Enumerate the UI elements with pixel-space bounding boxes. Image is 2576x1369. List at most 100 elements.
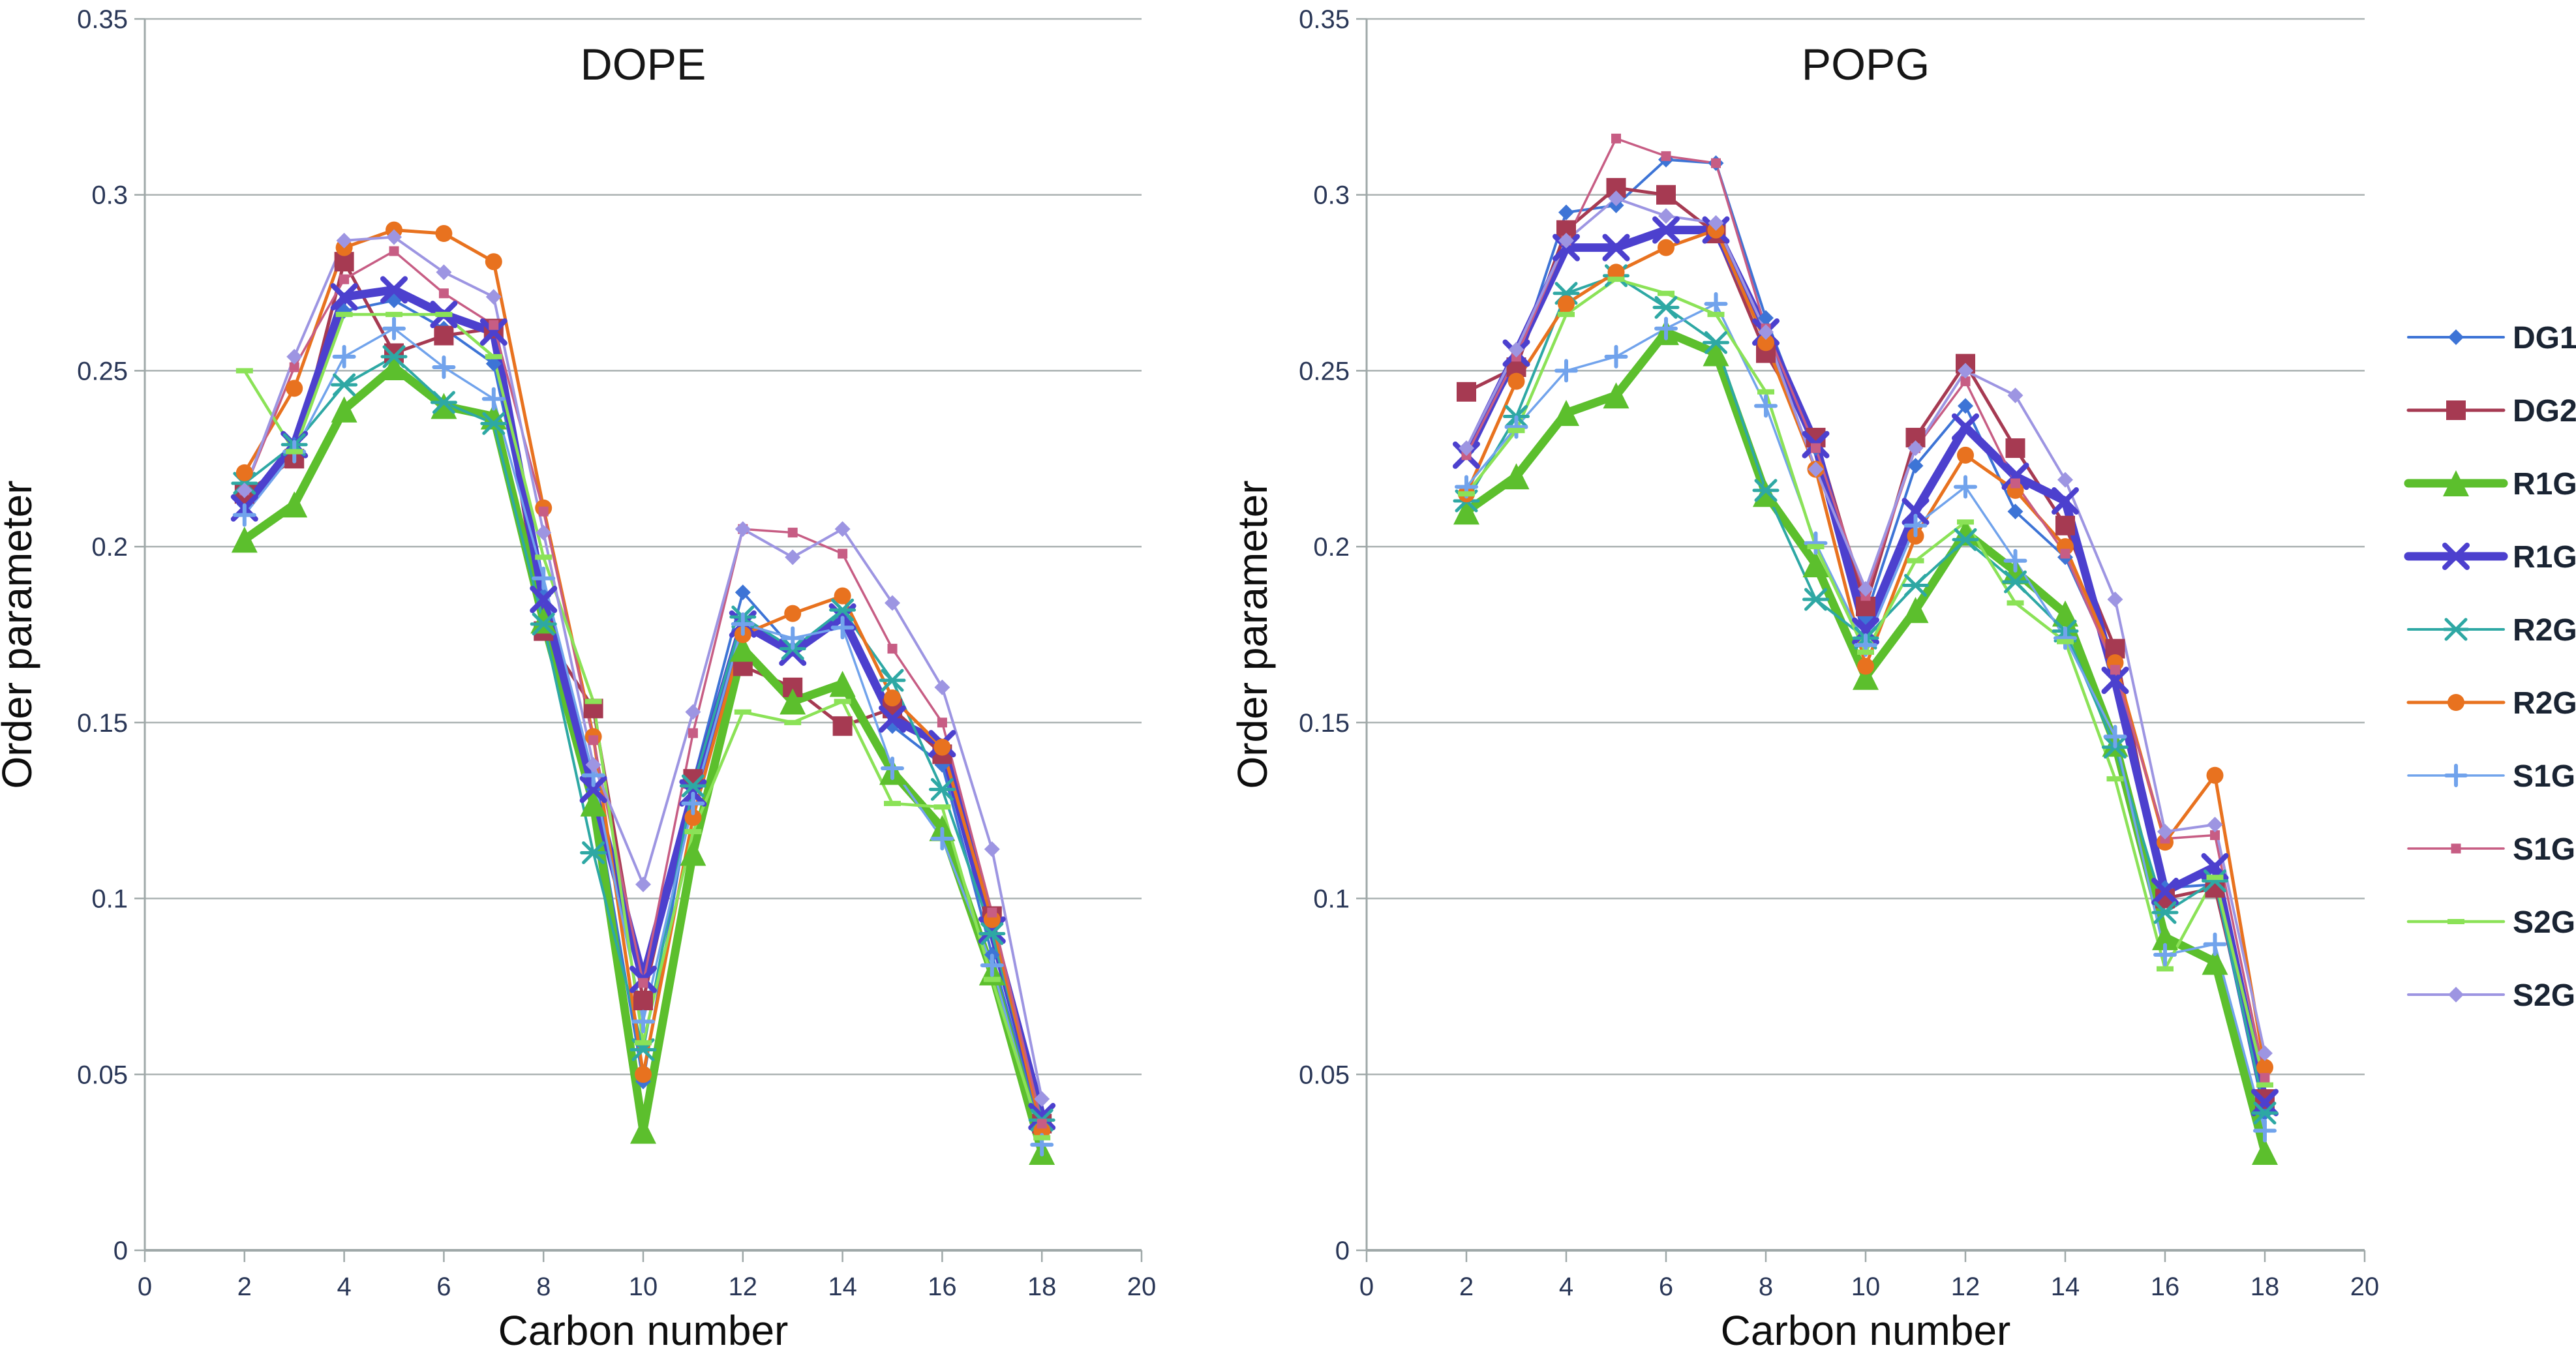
S2G1-marker-dash-icon — [235, 368, 253, 374]
y-tick-label: 0 — [1335, 1237, 1350, 1265]
S1G1-marker-plus-icon — [1654, 316, 1678, 340]
R2G1-marker-star-icon — [1802, 588, 1829, 611]
S1G2-marker-small-square-icon — [438, 288, 449, 299]
y-axis-title: Order parameter — [1229, 480, 1276, 789]
S2G2-marker-diamond-icon — [2207, 817, 2223, 833]
S2G2-marker-diamond-icon — [785, 549, 801, 565]
S2G2-marker-diamond-icon — [934, 679, 950, 695]
S2G2-marker-diamond-icon — [1808, 461, 1824, 477]
R2G2-marker-circle-icon — [684, 809, 702, 826]
y-tick-label: 0.1 — [1313, 885, 1350, 914]
S1G1-marker-plus-icon — [1554, 359, 1578, 383]
R2G1-marker-star-icon — [2151, 901, 2179, 924]
S2G2-marker-diamond-icon — [1034, 1091, 1050, 1107]
S1G2-marker-small-square-icon — [2060, 549, 2070, 559]
DG2-marker-square-icon — [434, 325, 454, 346]
S2G2-marker-diamond-icon — [1608, 190, 1624, 207]
R1G1-marker-triangle-icon — [1703, 340, 1729, 367]
DG2-marker-square-icon — [633, 991, 653, 1011]
S2G1-marker-dash-icon — [1033, 1135, 1051, 1141]
S1G1-marker-plus-icon — [731, 612, 755, 636]
S2G2-marker-diamond-icon — [1958, 363, 1973, 379]
S2G2-marker-diamond-icon — [1858, 580, 1873, 597]
R1G2-marker-xmark-icon — [2001, 462, 2029, 490]
legend-label-S2G1: S2G1 — [2513, 905, 2576, 940]
R1G2-marker-xmark-icon — [579, 775, 607, 804]
S2G2-marker-diamond-icon — [336, 232, 352, 248]
x-tick-label: 14 — [2051, 1272, 2080, 1301]
S1G1-marker-plus-icon — [481, 387, 506, 411]
S2G1-marker-dash-icon — [2007, 600, 2024, 606]
S1G1-marker-plus-icon — [1604, 344, 1628, 369]
S1G2-marker-small-square-icon — [688, 728, 698, 738]
y-tick-label: 0.05 — [77, 1061, 128, 1089]
S2G2-marker-diamond-icon — [1907, 440, 1924, 457]
R2G1-marker-star-icon — [2251, 1102, 2279, 1125]
S2G2-marker-diamond-icon — [1708, 215, 1724, 231]
R1G1-marker-triangle-icon — [2202, 948, 2228, 975]
legend-label-R2G2: R2G2 — [2513, 686, 2576, 721]
S1G1-marker-plus-icon — [1504, 415, 1528, 439]
chart-title-DOPE: DOPE — [581, 40, 706, 89]
S2G1-marker-dash-icon — [1508, 428, 1525, 434]
S2G2-marker-diamond-icon — [236, 482, 252, 498]
R2G2-marker-circle-icon — [1558, 295, 1575, 312]
S2G2-marker-diamond-icon — [1558, 232, 1574, 248]
x-tick-label: 2 — [1459, 1272, 1474, 1301]
S1G1-marker-plus-icon — [881, 756, 904, 780]
S2G2-marker-diamond-icon — [386, 229, 402, 245]
S2G1-marker-dash-icon — [1957, 519, 1974, 525]
R1G1-marker-triangle-icon — [1902, 597, 1929, 624]
y-tick-label: 0.2 — [91, 533, 128, 562]
x-tick-label: 6 — [1659, 1272, 1673, 1301]
y-tick-label: 0.15 — [1299, 709, 1350, 738]
S2G1-marker-dash-icon — [684, 829, 702, 835]
S2G1-marker-dash-icon — [983, 976, 1001, 982]
x-tick-label: 0 — [1359, 1272, 1374, 1301]
R2G1-marker-star-icon — [879, 669, 906, 692]
S2G1-marker-dash-icon — [933, 804, 951, 810]
x-tick-label: 20 — [1127, 1272, 1157, 1301]
R2G1-marker-star-icon — [829, 598, 856, 622]
series-line-R2G1 — [1465, 274, 2266, 1115]
S1G1-marker-plus-icon — [382, 316, 406, 340]
S2G1-marker-dash-icon — [784, 719, 802, 725]
R1G1-marker-triangle-icon — [1603, 382, 1629, 409]
R1G2-marker-xmark-icon — [1652, 216, 1680, 244]
R1G2-marker-xmark-icon — [330, 283, 358, 311]
R1G2-marker-xmark-icon — [2151, 877, 2179, 905]
S1G1-marker-plus-icon — [332, 344, 356, 369]
S1G1-marker-plus-icon — [681, 791, 705, 815]
x-tick-label: 18 — [1027, 1272, 1057, 1301]
R1G2-marker-xmark-icon — [2251, 1089, 2279, 1117]
DG1-marker-diamond-icon — [1558, 204, 1574, 220]
S1G1-marker-plus-icon — [2103, 725, 2127, 749]
S2G2-marker-diamond-icon — [2448, 987, 2464, 1002]
S1G1-marker-plus-icon — [980, 954, 1004, 978]
y-tick-label: 0.1 — [91, 885, 128, 914]
R2G1-marker-star-icon — [1902, 573, 1929, 597]
R1G2-marker-xmark-icon — [1602, 233, 1630, 262]
legend-label-S1G2: S1G2 — [2513, 832, 2576, 867]
S2G2-marker-diamond-icon — [885, 595, 900, 611]
DG2-marker-square-icon — [1656, 185, 1676, 205]
R2G2-marker-circle-icon — [884, 689, 901, 707]
legend-label-R1G1: R1G1 — [2513, 467, 2576, 502]
R1G1-marker-triangle-icon — [780, 688, 806, 715]
R2G2-marker-circle-icon — [1957, 446, 1974, 464]
R1G2-marker-xmark-icon — [530, 586, 558, 614]
R2G1-marker-star-icon — [978, 922, 1006, 946]
S2G2-marker-diamond-icon — [536, 524, 552, 541]
R1G1-marker-triangle-icon — [580, 790, 607, 817]
x-tick-label: 12 — [729, 1272, 758, 1301]
R2G1-marker-star-icon — [2202, 869, 2228, 893]
S2G2-marker-diamond-icon — [2257, 1045, 2273, 1061]
y-tick-label: 0.2 — [1313, 533, 1350, 562]
S1G1-marker-plus-icon — [930, 826, 954, 850]
R2G2-marker-circle-icon — [635, 1066, 652, 1083]
S1G1-marker-plus-icon — [232, 503, 256, 527]
y-axis-title: Order parameter — [0, 480, 40, 789]
R2G1-marker-star-icon — [1752, 479, 1780, 502]
DG1-marker-diamond-icon — [1907, 458, 1924, 474]
S2G1-marker-dash-icon — [584, 699, 602, 704]
